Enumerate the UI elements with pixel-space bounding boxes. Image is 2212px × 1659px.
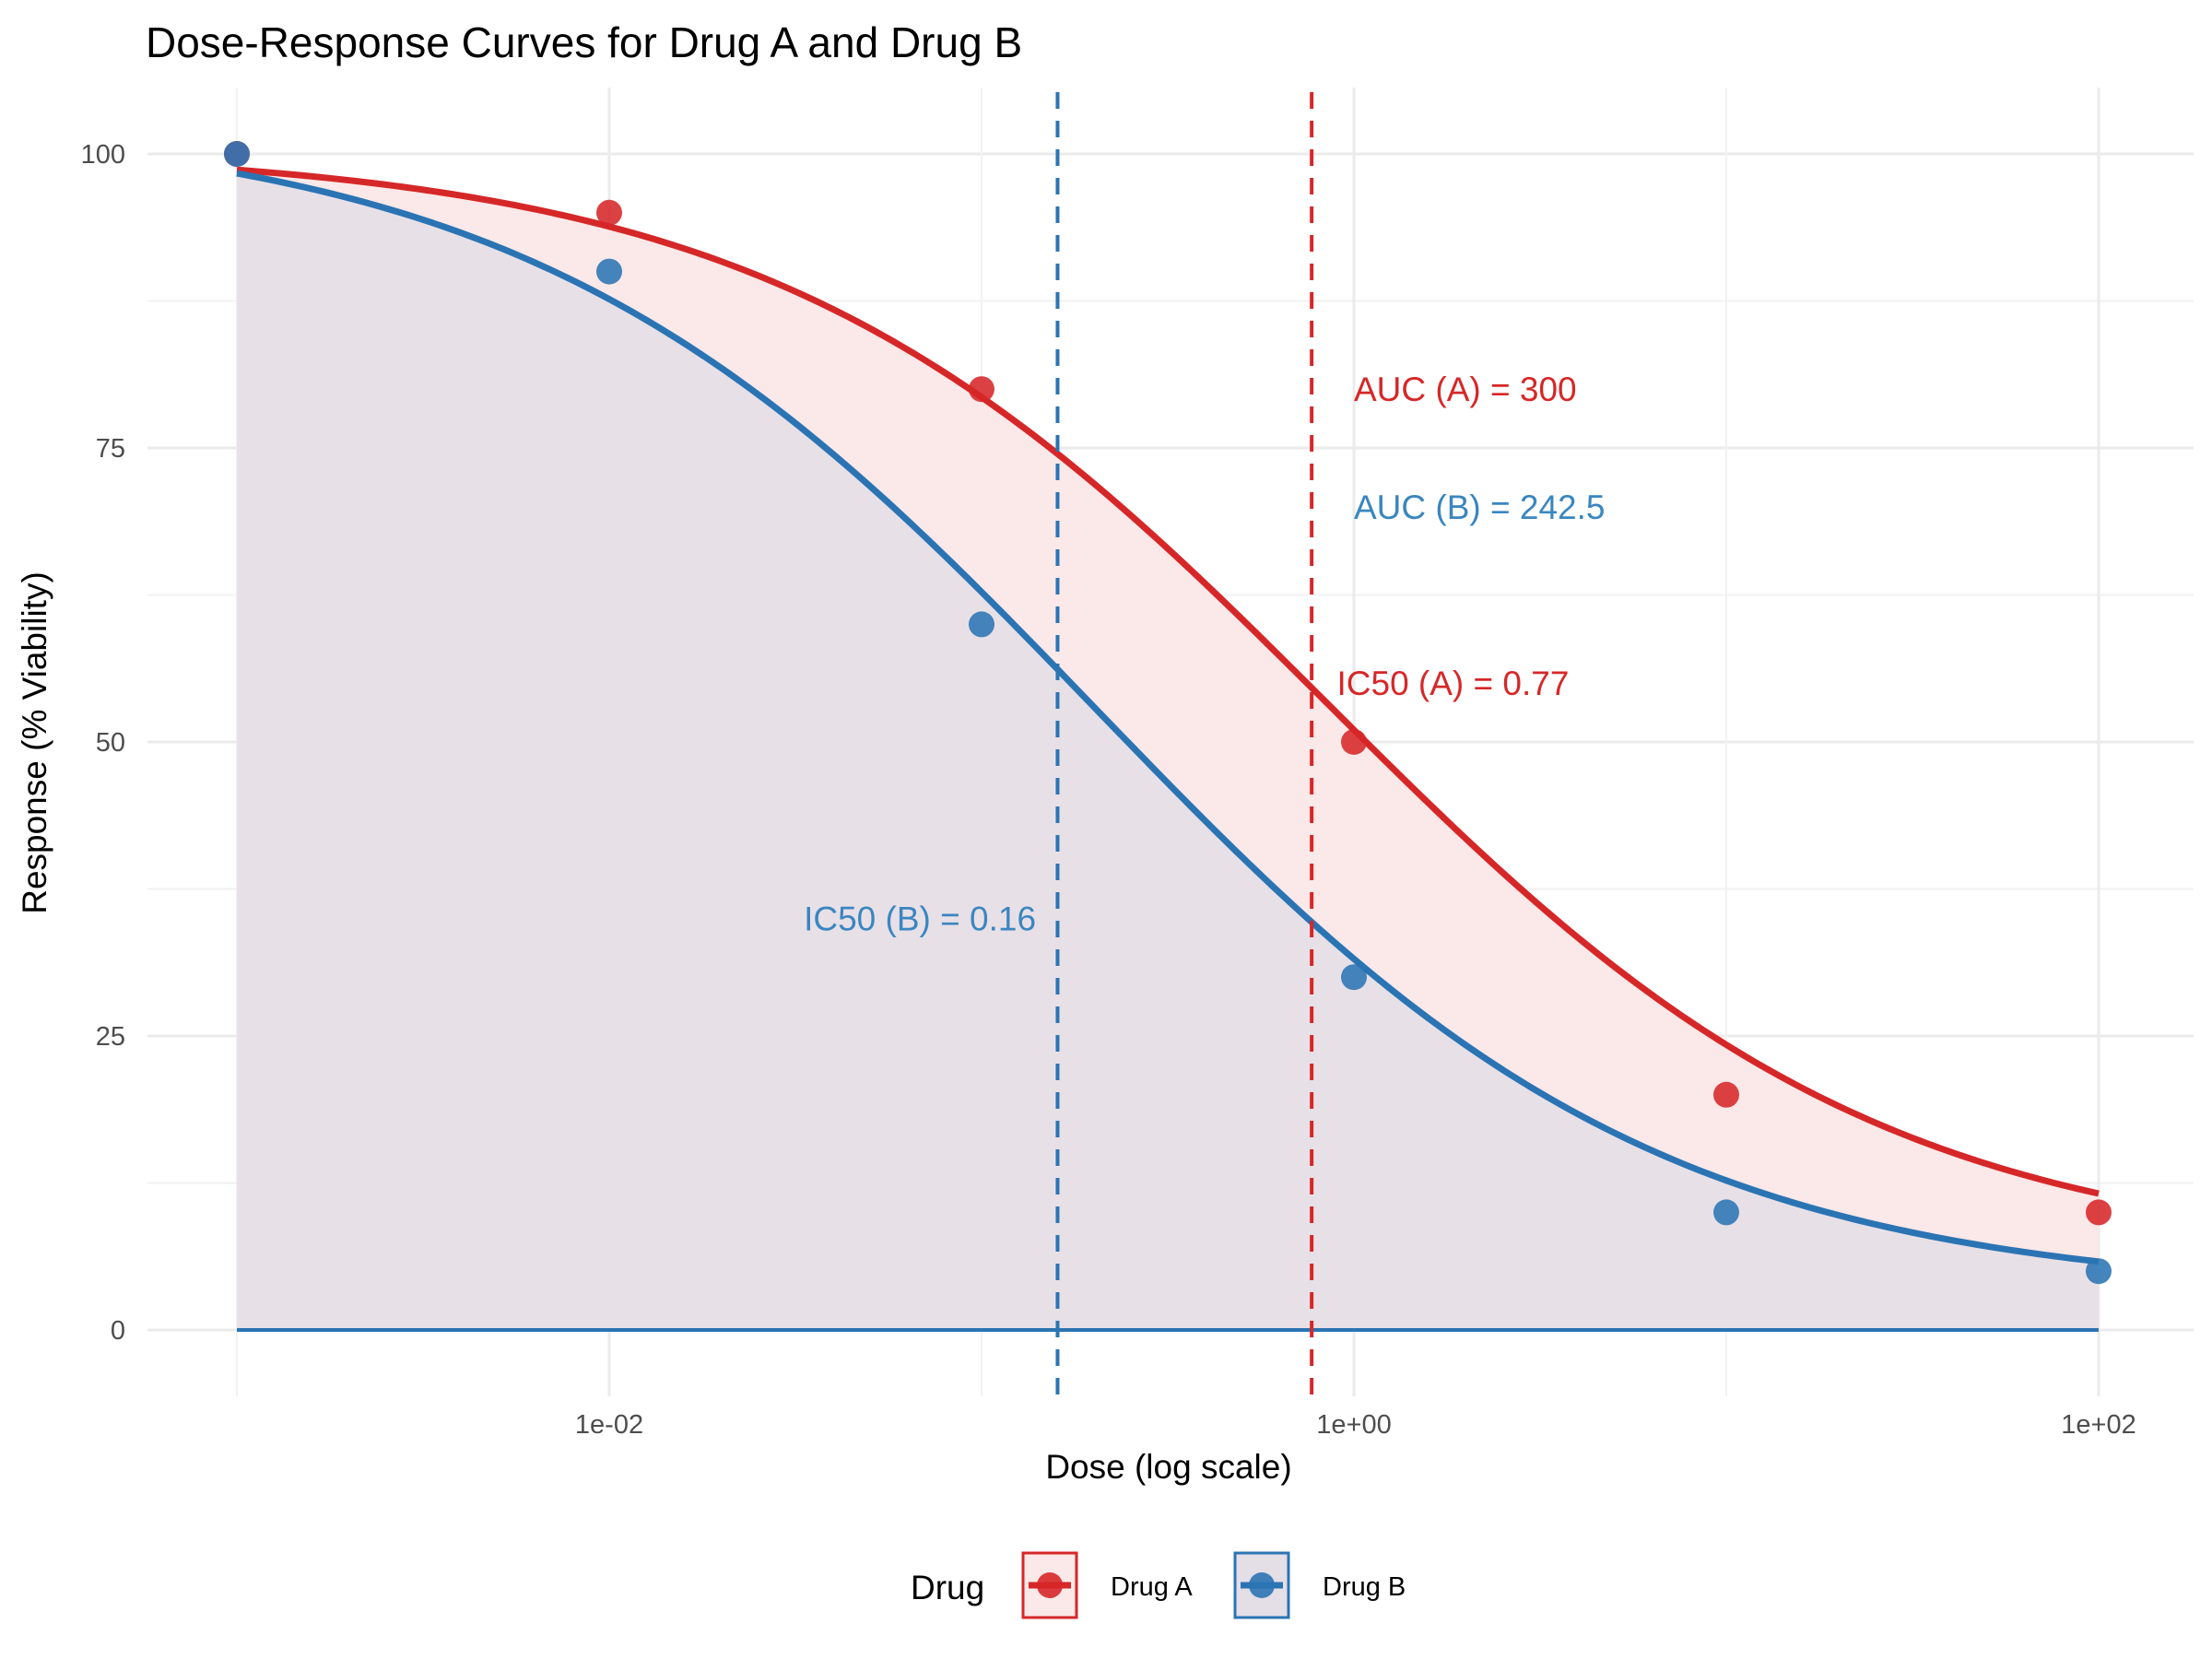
annotation: IC50 (A) = 0.77 bbox=[1337, 665, 1570, 702]
y-tick-label: 100 bbox=[81, 140, 125, 170]
data-points bbox=[224, 141, 2112, 1285]
legend-title: Drug bbox=[911, 1569, 984, 1606]
data-point bbox=[2086, 1199, 2112, 1226]
data-point bbox=[1341, 964, 1367, 991]
chart-title: Dose-Response Curves for Drug A and Drug… bbox=[146, 18, 1022, 66]
y-tick-label: 50 bbox=[96, 728, 125, 758]
data-point bbox=[224, 141, 250, 167]
x-tick-label: 1e+02 bbox=[2061, 1410, 2136, 1440]
fitted-curves bbox=[236, 166, 2100, 1265]
data-point bbox=[1713, 1081, 1739, 1108]
annotation: IC50 (B) = 0.16 bbox=[804, 900, 1036, 937]
x-tick-label: 1e+00 bbox=[1316, 1410, 1391, 1440]
data-point bbox=[969, 611, 994, 638]
data-point bbox=[969, 376, 994, 403]
legend: Drug Drug A Drug B bbox=[911, 1551, 1406, 1619]
x-axis-ticks: 1e-02 1e+00 1e+02 bbox=[575, 1410, 2136, 1440]
legend-label: Drug A bbox=[1111, 1572, 1193, 1602]
curve-a bbox=[236, 166, 2100, 1197]
legend-item-drug-b[interactable]: Drug B bbox=[1233, 1551, 1406, 1619]
data-point bbox=[1713, 1199, 1739, 1226]
legend-item-drug-a[interactable]: Drug A bbox=[1021, 1551, 1193, 1619]
ic50-lines bbox=[1055, 92, 1314, 1396]
y-tick-label: 0 bbox=[111, 1316, 125, 1346]
y-tick-label: 25 bbox=[96, 1022, 125, 1052]
data-point bbox=[1341, 729, 1367, 755]
area-fill-b bbox=[237, 173, 2099, 1330]
annotation: AUC (B) = 242.5 bbox=[1354, 488, 1605, 526]
x-tick-label: 1e-02 bbox=[575, 1410, 643, 1440]
curve-b bbox=[236, 170, 2100, 1265]
legend-point-icon bbox=[1037, 1572, 1063, 1598]
x-axis-title: Dose (log scale) bbox=[1045, 1448, 1291, 1486]
data-point bbox=[596, 199, 622, 226]
annotation: AUC (A) = 300 bbox=[1354, 371, 1577, 408]
data-point bbox=[596, 258, 622, 285]
y-axis-ticks: 0 25 50 75 100 bbox=[81, 140, 125, 1346]
y-tick-label: 75 bbox=[96, 434, 125, 464]
annotations: AUC (A) = 300 AUC (B) = 242.5 IC50 (A) = 0… bbox=[804, 371, 1605, 937]
y-axis-title: Response (% Viability) bbox=[16, 571, 53, 914]
legend-point-icon bbox=[1249, 1572, 1275, 1598]
legend-label: Drug B bbox=[1323, 1572, 1406, 1602]
area-fills bbox=[237, 170, 2099, 1332]
data-point bbox=[2086, 1258, 2112, 1285]
